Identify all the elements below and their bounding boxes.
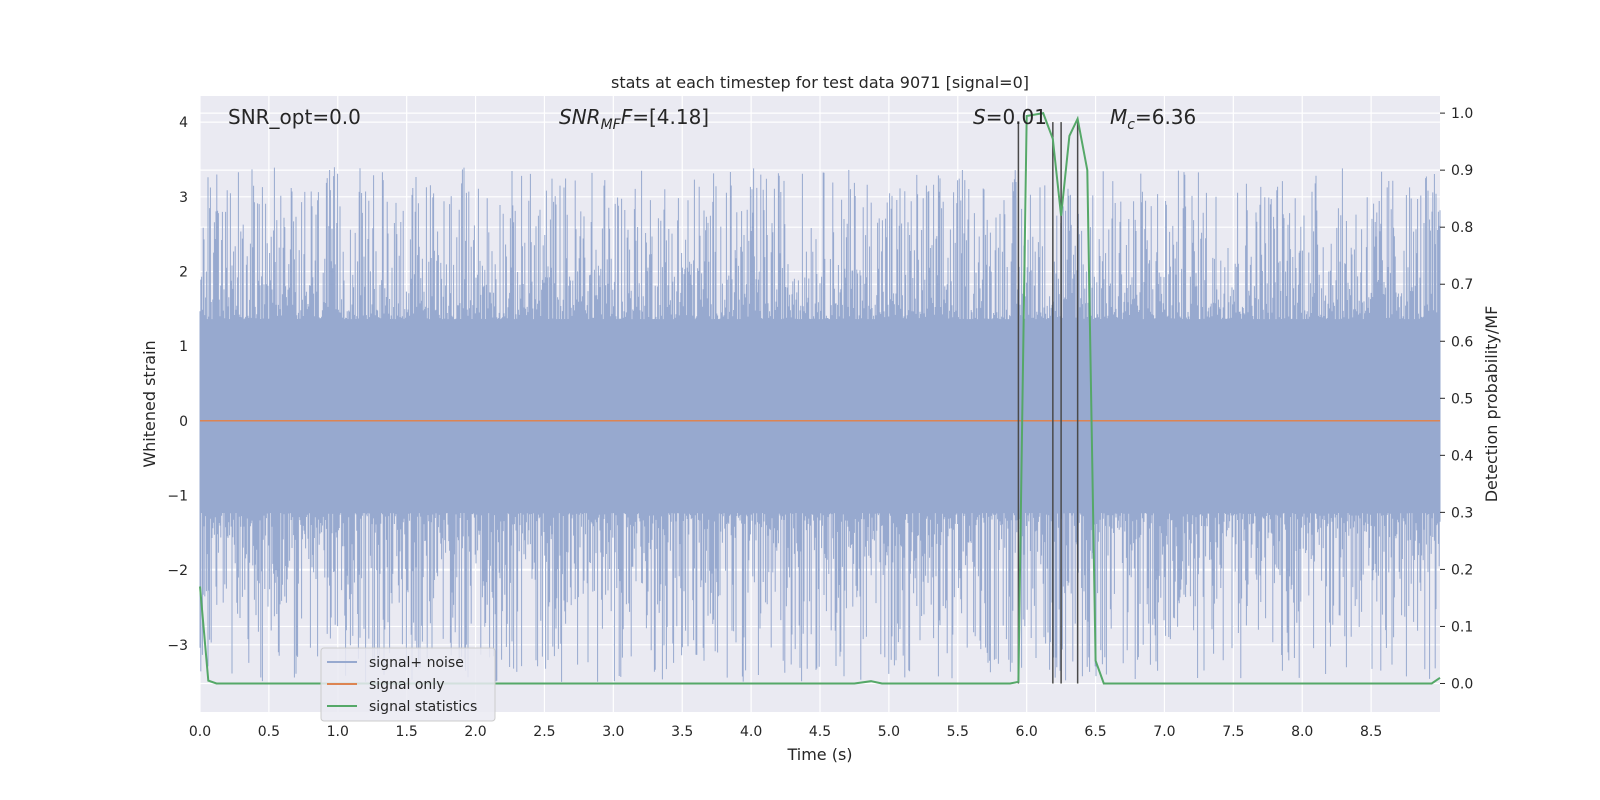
signal-statistics-line [199,111,1441,685]
legend: signal+ noise signal only signal statist… [320,647,496,722]
x-tick-label: 1.0 [327,724,349,740]
y-left-tick-label: 1 [179,339,188,355]
y-left-tick-label: 3 [179,190,188,206]
x-tick-label: 5.0 [878,724,900,740]
tick-labels: 0.0 0.5 1.0 1.5 2.0 2.5 3.0 3.5 4.0 4.5 5.0 5.5 6.0 6… [167,106,1473,740]
annotation-snr-opt: SNR_opt=0.0 [228,105,361,129]
y-right-tick-label: 0.9 [1451,163,1473,179]
x-tick-label: 7.5 [1222,724,1244,740]
x-tick-label: 5.5 [947,724,969,740]
series-signal-noise [199,167,1441,682]
x-tick-label: 3.0 [602,724,624,740]
x-tick-label: 2.5 [533,724,555,740]
y-left-tick-label: −3 [167,638,188,654]
noise-trace [199,167,1441,682]
annotation-mc: Mc=6.36 [1110,105,1196,133]
series-lines [199,111,1441,685]
y-left-tick-label: 4 [179,115,188,131]
y-right-tick-label: 0.5 [1451,391,1473,407]
chart-title: stats at each timestep for test data 907… [611,73,1029,92]
y-axis-right-label: Detection probability/MF [1482,306,1501,503]
y-right-tick-label: 0.2 [1451,562,1473,578]
x-tick-label: 4.0 [740,724,762,740]
x-tick-label: 8.0 [1291,724,1313,740]
x-tick-label: 0.5 [258,724,280,740]
y-right-tick-label: 1.0 [1451,106,1473,122]
y-right-tick-label: 0.7 [1451,277,1473,293]
y-left-tick-label: 0 [179,414,188,430]
y-right-tick-label: 0.3 [1451,505,1473,521]
y-left-tick-label: 2 [179,264,188,280]
y-right-tick-label: 0.4 [1451,448,1473,464]
y-axis-left-label: Whitened strain [140,340,159,467]
y-right-tick-label: 0.8 [1451,220,1473,236]
y-left-tick-label: −2 [167,563,188,579]
annotation-snr-mf: SNRMFF=[4.18] [559,105,709,133]
x-tick-label: 1.5 [396,724,418,740]
legend-label-signal-noise: signal+ noise [369,655,464,671]
y-right-tick-label: 0.6 [1451,334,1473,350]
x-tick-label: 2.0 [464,724,486,740]
y-right-tick-label: 0.1 [1451,619,1473,635]
y-left-tick-label: −1 [167,488,188,504]
x-axis-label: Time (s) [786,745,852,764]
x-tick-label: 8.5 [1360,724,1382,740]
x-tick-label: 6.5 [1084,724,1106,740]
legend-box [320,647,496,722]
x-tick-label: 4.5 [809,724,831,740]
legend-label-signal-only: signal only [369,677,444,693]
x-tick-label: 3.5 [671,724,693,740]
annotation-s: S=0.01 [973,105,1047,129]
y-right-tick-label: 0.0 [1451,676,1473,692]
x-tick-label: 0.0 [189,724,211,740]
x-tick-label: 6.0 [1016,724,1038,740]
legend-label-signal-statistics: signal statistics [369,699,477,715]
x-tick-label: 7.0 [1153,724,1175,740]
